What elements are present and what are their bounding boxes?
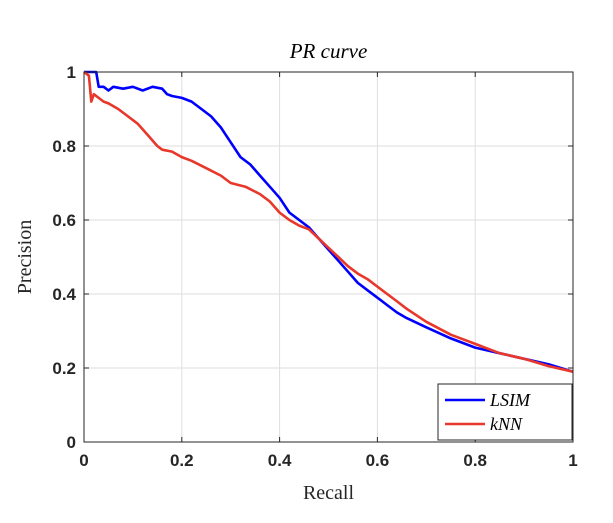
legend: LSIM kNN bbox=[437, 383, 573, 441]
y-tick-label: 0.6 bbox=[52, 211, 76, 230]
x-tick-label: 0.8 bbox=[463, 451, 487, 470]
legend-label-knn: kNN bbox=[490, 414, 523, 434]
legend-box bbox=[437, 383, 573, 441]
x-axis-title: Recall bbox=[303, 482, 355, 504]
plot-area-frame bbox=[83, 71, 574, 443]
y-tick-label: 0 bbox=[67, 433, 76, 452]
series-line-lsim bbox=[84, 70, 574, 373]
y-tick-label: 0.8 bbox=[52, 137, 76, 156]
axis-ticks: 0 0.2 0.4 0.6 0.8 1 0 0.2 0.4 0.6 0.8 1 bbox=[52, 63, 577, 470]
legend-label-lsim: LSIM bbox=[489, 390, 531, 410]
x-tick-label: 0.2 bbox=[170, 451, 194, 470]
y-tick-label: 0.2 bbox=[52, 359, 76, 378]
x-tick-label: 0.6 bbox=[366, 451, 390, 470]
chart-title: PR curve bbox=[289, 39, 368, 63]
y-tick-label: 1 bbox=[67, 63, 76, 82]
series-lines bbox=[83, 70, 574, 373]
y-axis-title: Precision bbox=[14, 220, 36, 294]
x-tick-label: 0 bbox=[79, 451, 88, 470]
y-tick-label: 0.4 bbox=[52, 285, 76, 304]
series-line-knn bbox=[83, 70, 574, 373]
grid-lines bbox=[84, 72, 573, 442]
x-tick-label: 1 bbox=[568, 451, 577, 470]
x-tick-label: 0.4 bbox=[268, 451, 292, 470]
